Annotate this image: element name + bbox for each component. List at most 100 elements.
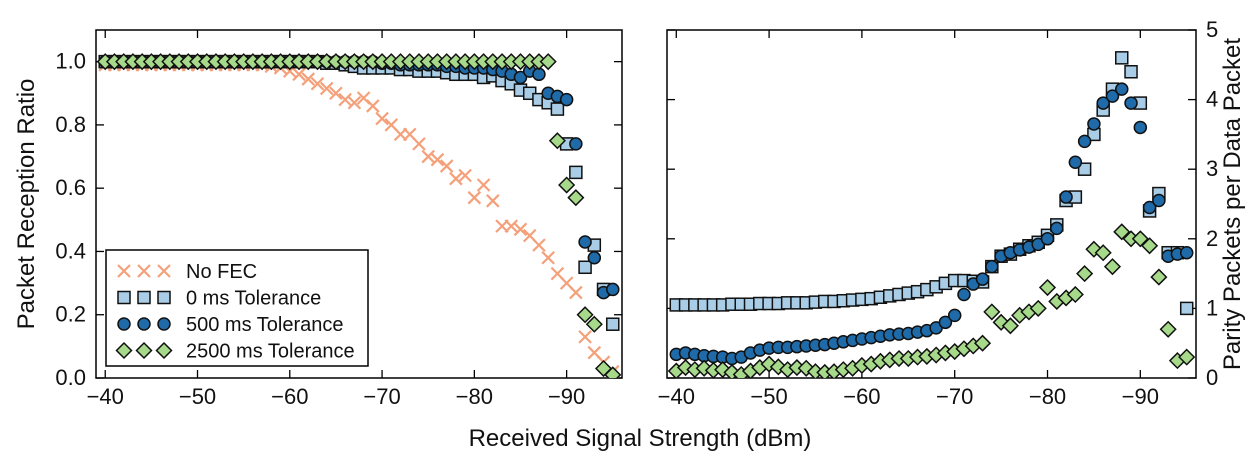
x-tick-label: −60 bbox=[271, 384, 308, 409]
legend-label-0-ms-tolerance: 0 ms Tolerance bbox=[186, 288, 321, 310]
data-point-500-ms-tolerance bbox=[1105, 89, 1120, 103]
data-point-500-ms-tolerance bbox=[957, 287, 971, 302]
x-tick-label: −40 bbox=[87, 384, 124, 409]
legend-marker-no-fec bbox=[117, 264, 131, 278]
data-point-500-ms-tolerance bbox=[1142, 200, 1157, 215]
data-point-500-ms-tolerance bbox=[578, 235, 592, 249]
x-tick-label: −70 bbox=[363, 384, 400, 409]
y-tick-label: 0.0 bbox=[55, 365, 86, 390]
data-point-500-ms-tolerance bbox=[513, 70, 528, 85]
data-point-no-fec bbox=[569, 285, 583, 300]
data-point-no-fec bbox=[329, 86, 343, 101]
data-point-2500-ms-tolerance bbox=[576, 306, 594, 324]
data-point-2500-ms-tolerance bbox=[1141, 237, 1159, 255]
y-tick-label: 1.0 bbox=[55, 49, 86, 74]
legend-marker-500-ms-tolerance bbox=[137, 317, 151, 331]
data-layer bbox=[667, 51, 1196, 378]
data-point-500-ms-tolerance bbox=[569, 137, 583, 151]
legend-marker-2500-ms-tolerance bbox=[135, 341, 153, 360]
legend-marker-0-ms-tolerance bbox=[117, 290, 131, 305]
data-point-2500-ms-tolerance bbox=[539, 53, 557, 71]
legend-marker-2500-ms-tolerance bbox=[155, 341, 173, 360]
data-point-2500-ms-tolerance bbox=[1113, 223, 1131, 241]
data-point-no-fec bbox=[301, 72, 316, 86]
legend-marker-2500-ms-tolerance bbox=[115, 341, 133, 360]
data-layer bbox=[96, 53, 622, 378]
data-point-2500-ms-tolerance bbox=[1159, 320, 1177, 338]
data-point-no-fec bbox=[467, 190, 482, 205]
x-tick-label: −50 bbox=[179, 384, 216, 409]
series-2500-ms-tolerance bbox=[667, 223, 1196, 378]
y-tick-label: 2 bbox=[1206, 226, 1218, 251]
data-point-500-ms-tolerance bbox=[587, 251, 602, 265]
data-point-0-ms-tolerance bbox=[1179, 301, 1194, 316]
data-point-no-fec bbox=[439, 159, 454, 173]
data-point-no-fec bbox=[449, 171, 463, 186]
data-point-500-ms-tolerance bbox=[1115, 82, 1129, 96]
y-tick-label: 5 bbox=[1206, 17, 1218, 42]
data-point-no-fec bbox=[366, 99, 380, 113]
y-tick-label: 0.2 bbox=[55, 302, 86, 327]
legend-label-no-fec: No FEC bbox=[186, 261, 257, 283]
y-axis-label: Parity Packets per Data Packet bbox=[1219, 38, 1246, 370]
data-point-2500-ms-tolerance bbox=[983, 303, 1001, 321]
data-point-no-fec bbox=[532, 238, 546, 252]
data-point-2500-ms-tolerance bbox=[604, 366, 622, 378]
y-axis-label: Packet Reception Ratio bbox=[13, 79, 40, 330]
data-point-500-ms-tolerance bbox=[1087, 117, 1101, 131]
data-point-no-fec bbox=[513, 222, 528, 237]
plot-frame bbox=[666, 29, 1197, 379]
data-point-2500-ms-tolerance bbox=[797, 359, 815, 377]
data-point-500-ms-tolerance bbox=[1096, 96, 1110, 110]
panel-packet-reception-ratio: −40 −50 −60 −70 −80 −90 0.0 0.2 0.4 0.6 0.8 1.0 Pack… bbox=[13, 29, 623, 409]
data-point-2500-ms-tolerance bbox=[1150, 268, 1168, 286]
legend-label-500-ms-tolerance: 500 ms Tolerance bbox=[186, 314, 344, 336]
legend-marker-500-ms-tolerance bbox=[117, 317, 131, 331]
x-tick-label: −80 bbox=[456, 384, 493, 409]
data-point-0-ms-tolerance bbox=[578, 260, 592, 275]
data-point-2500-ms-tolerance bbox=[1103, 258, 1122, 276]
series-500-ms-tolerance bbox=[669, 82, 1194, 366]
data-point-no-fec bbox=[310, 77, 325, 91]
data-point-500-ms-tolerance bbox=[975, 272, 990, 286]
data-point-500-ms-tolerance bbox=[938, 315, 953, 330]
legend-label-2500-ms-tolerance: 2500 ms Tolerance bbox=[186, 341, 355, 363]
series-2500-ms-tolerance bbox=[96, 53, 622, 378]
data-point-2500-ms-tolerance bbox=[558, 176, 576, 194]
data-point-no-fec bbox=[458, 168, 472, 183]
data-point-500-ms-tolerance bbox=[1179, 245, 1194, 260]
data-point-500-ms-tolerance bbox=[1124, 96, 1138, 110]
y-tick-label: 1 bbox=[1206, 295, 1218, 320]
data-point-2500-ms-tolerance bbox=[585, 315, 603, 333]
data-point-0-ms-tolerance bbox=[606, 317, 620, 331]
data-point-2500-ms-tolerance bbox=[1076, 265, 1094, 283]
legend-marker-500-ms-tolerance bbox=[157, 317, 171, 331]
x-tick-label: −80 bbox=[1029, 384, 1066, 409]
y-tick-label: 0.4 bbox=[55, 238, 86, 263]
data-point-2500-ms-tolerance bbox=[1131, 230, 1149, 248]
data-point-no-fec bbox=[375, 111, 389, 126]
data-point-no-fec bbox=[347, 95, 362, 110]
data-point-2500-ms-tolerance bbox=[567, 189, 585, 207]
data-point-0-ms-tolerance bbox=[1124, 65, 1138, 79]
data-point-no-fec bbox=[486, 194, 500, 208]
x-tick-label: −40 bbox=[658, 384, 695, 409]
x-tick-label: −90 bbox=[1122, 384, 1159, 409]
data-point-2500-ms-tolerance bbox=[973, 334, 992, 352]
legend-marker-0-ms-tolerance bbox=[157, 290, 171, 305]
data-point-500-ms-tolerance bbox=[1068, 155, 1083, 169]
data-point-500-ms-tolerance bbox=[947, 308, 962, 323]
data-point-no-fec bbox=[421, 149, 435, 164]
x-tick-label: −50 bbox=[750, 384, 787, 409]
data-point-2500-ms-tolerance bbox=[548, 132, 566, 150]
data-point-500-ms-tolerance bbox=[1152, 193, 1166, 208]
data-point-no-fec bbox=[578, 330, 592, 344]
data-point-no-fec bbox=[338, 92, 352, 107]
x-tick-label: −70 bbox=[936, 384, 973, 409]
data-point-0-ms-tolerance bbox=[550, 102, 565, 116]
y-tick-label: 4 bbox=[1206, 87, 1218, 112]
data-point-500-ms-tolerance bbox=[1050, 221, 1064, 236]
legend-marker-no-fec bbox=[157, 264, 171, 278]
data-point-500-ms-tolerance bbox=[606, 282, 620, 297]
